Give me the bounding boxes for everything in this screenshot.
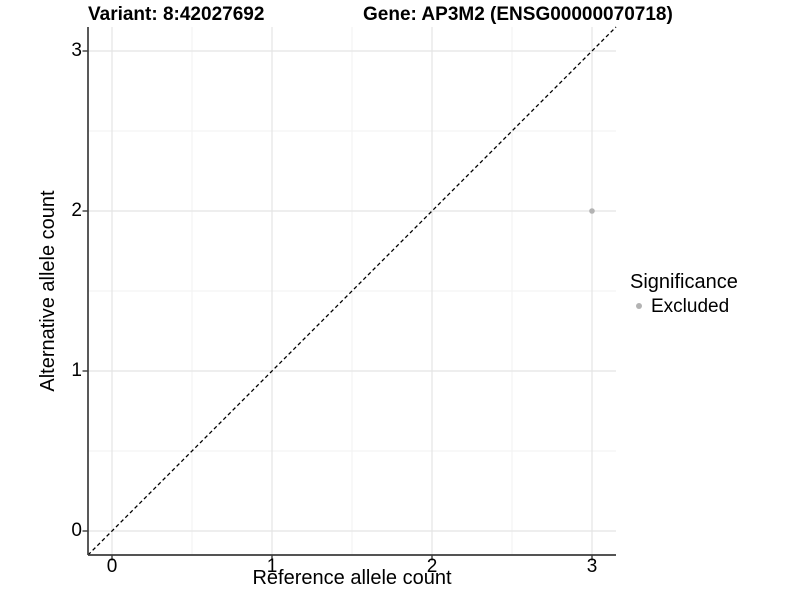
x-tick-label: 2 — [426, 556, 438, 577]
x-tick-label: 1 — [266, 556, 278, 577]
y-axis-title: Alternative allele count — [37, 190, 59, 392]
y-tick-label: 2 — [71, 200, 82, 221]
x-axis-title: Reference allele count — [252, 567, 452, 589]
y-tick-label: 3 — [71, 40, 82, 61]
plot-panel — [82, 26, 617, 561]
legend-point-icon — [636, 303, 642, 309]
identity-dashed-line — [87, 26, 617, 556]
legend-entry: Excluded — [630, 295, 738, 317]
legend-entry-label: Excluded — [651, 295, 730, 317]
x-tick-label: 0 — [106, 556, 118, 577]
gene-title: Gene: AP3M2 (ENSG00000070718) — [363, 4, 673, 25]
variant-title: Variant: 8:42027692 — [88, 4, 265, 25]
legend: Significance Excluded — [630, 271, 738, 317]
x-tick-label: 3 — [586, 556, 598, 577]
legend-title: Significance — [630, 271, 738, 293]
y-tick-label: 1 — [71, 360, 82, 381]
y-tick-label: 0 — [71, 520, 82, 541]
plot-canvas — [82, 26, 617, 561]
data-point — [589, 208, 595, 214]
